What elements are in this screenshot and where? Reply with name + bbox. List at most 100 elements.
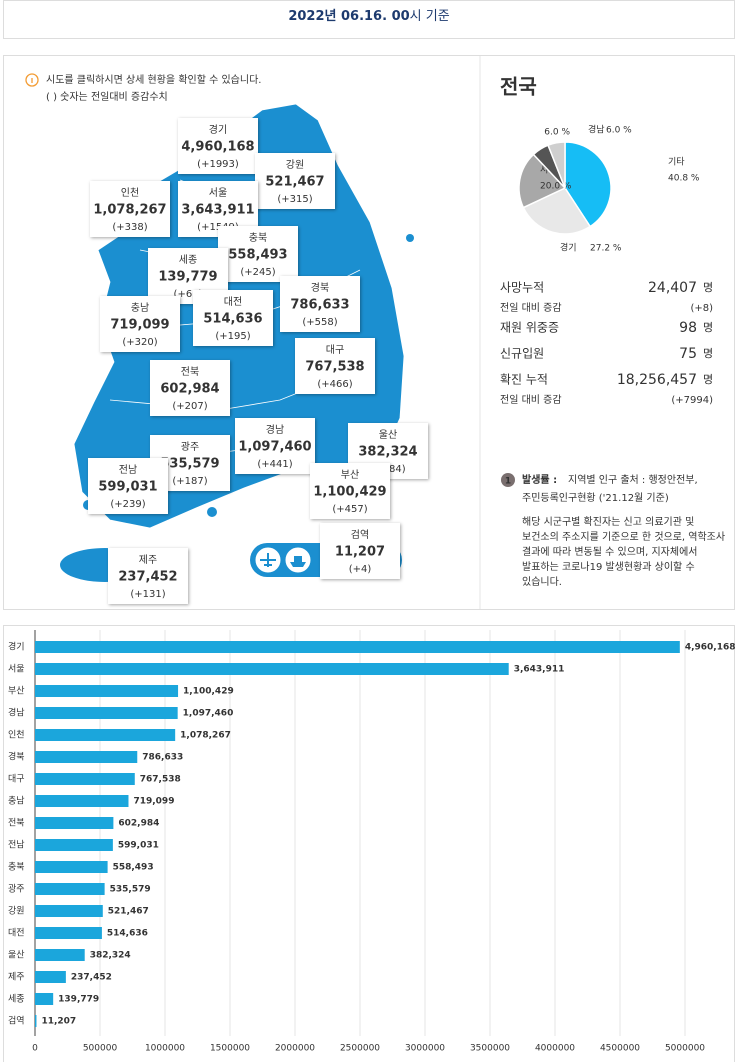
region-total: 599,031 — [98, 480, 157, 495]
bar-panel — [3, 625, 735, 1062]
stat-unit: 명 — [703, 347, 713, 360]
pie-value-label: 6.0 % — [544, 128, 570, 138]
bar-value-label: 767,538 — [140, 775, 181, 785]
stat-label: 신규입원 — [500, 347, 544, 361]
region-box — [108, 548, 188, 604]
region-name: 대구 — [326, 344, 344, 356]
stat-unit: 명 — [703, 373, 713, 386]
region-delta: (+131) — [130, 589, 165, 600]
region-name: 전북 — [181, 366, 199, 378]
region-delta: (+1993) — [197, 159, 239, 170]
region-box — [178, 118, 258, 174]
pie-value-label: 20.0 % — [540, 182, 572, 192]
bar — [35, 817, 114, 829]
stat-label: 사망누적 — [500, 281, 544, 295]
port-icon — [290, 556, 306, 567]
region-delta: (+315) — [277, 194, 312, 205]
region-total: 3,643,911 — [181, 203, 254, 218]
bar-value-label: 599,031 — [118, 841, 159, 851]
region-box — [310, 463, 390, 519]
y-tick-label: 광주 — [8, 883, 25, 895]
pie-slice — [547, 141, 566, 189]
delta-value: (+8) — [690, 303, 713, 314]
bar — [35, 795, 129, 807]
region-delta: (+207) — [172, 401, 207, 412]
region-name: 충남 — [131, 302, 149, 314]
region-name: 세종 — [179, 254, 197, 266]
x-tick-label: 4000000 — [535, 1044, 575, 1054]
note-badge — [501, 473, 515, 487]
region-name: 전남 — [119, 464, 137, 476]
region-name: 부산 — [341, 469, 359, 481]
x-tick-label: 2500000 — [340, 1044, 380, 1054]
bar — [35, 905, 103, 917]
bar — [35, 1015, 37, 1027]
region-name: 제주 — [139, 554, 157, 566]
region-total: 1,097,460 — [238, 440, 311, 455]
region-name: 경기 — [209, 123, 227, 136]
x-tick-label: 4500000 — [600, 1044, 640, 1054]
note-paragraph: 결과에 따라 변동될 수 있으며, 지자체에서 — [522, 546, 697, 558]
y-tick-label: 전남 — [8, 840, 25, 851]
delta-value: (+7994) — [671, 395, 713, 406]
x-tick-label: 0 — [32, 1044, 38, 1054]
note-paragraph: 해당 시군구별 확진자는 신고 의료기관 및 — [522, 515, 694, 528]
bar-value-label: 521,467 — [108, 907, 149, 917]
y-tick-label: 충북 — [8, 862, 25, 873]
region-name: 충북 — [249, 232, 267, 244]
bar — [35, 773, 135, 785]
region-total: 237,452 — [118, 570, 177, 585]
x-tick-label: 3500000 — [470, 1044, 510, 1054]
bar-value-label: 602,984 — [118, 819, 159, 829]
header-box — [3, 0, 735, 39]
x-tick-label: 1000000 — [145, 1044, 185, 1054]
y-tick-label: 대구 — [8, 774, 25, 785]
pie-slice — [522, 187, 592, 235]
region-name: 경북 — [311, 281, 329, 294]
region-total: 602,984 — [160, 382, 219, 397]
note-badge-number: 1 — [505, 477, 511, 487]
info-icon — [25, 73, 39, 87]
note-paragraph: 있습니다. — [522, 576, 562, 588]
region-box — [295, 338, 375, 394]
bar-value-label: 558,493 — [113, 863, 154, 873]
region-total: 11,207 — [335, 545, 385, 560]
region-name: 경남 — [266, 423, 284, 436]
region-delta: (+457) — [332, 504, 367, 515]
y-tick-label: 세종 — [8, 994, 25, 1005]
y-tick-label: 부산 — [8, 686, 25, 697]
stat-unit: 명 — [703, 281, 713, 294]
bar — [35, 707, 178, 719]
stat-value: 18,256,457 — [617, 372, 697, 388]
stat-value: 75 — [679, 346, 697, 362]
region-total: 535,579 — [160, 457, 219, 472]
header-rest: 시 기준 — [410, 9, 450, 24]
region-name: 검역 — [351, 529, 369, 541]
map-note: ( ) 숫자는 전일대비 증감수치 — [46, 91, 168, 103]
region-total: 558,493 — [228, 248, 287, 263]
bar — [35, 861, 108, 873]
region-total: 1,100,429 — [313, 485, 386, 500]
bar-value-label: 1,078,267 — [180, 731, 231, 741]
region-delta: (+466) — [317, 379, 352, 390]
header: 2022년 06.16. 00시 기준 — [288, 9, 449, 24]
bar-value-label: 139,779 — [58, 995, 99, 1005]
x-tick-label: 2000000 — [275, 1044, 315, 1054]
region-delta: (+558) — [302, 317, 337, 328]
region-total: 767,538 — [305, 360, 364, 375]
region-box — [150, 360, 230, 416]
bar — [35, 663, 509, 675]
region-total: 382,324 — [358, 445, 417, 460]
region-delta: (+65) — [174, 289, 203, 300]
region-name: 광주 — [181, 441, 199, 453]
x-tick-label: 500000 — [83, 1044, 118, 1054]
y-tick-label: 제주 — [8, 972, 25, 983]
stat-label: 재원 위중증 — [500, 321, 559, 335]
region-delta: (+245) — [240, 267, 275, 278]
stat-label: 확진 누적 — [500, 373, 548, 387]
x-tick-label: 1500000 — [210, 1044, 250, 1054]
region-total: 514,636 — [203, 312, 262, 327]
bar-value-label: 514,636 — [107, 929, 148, 939]
y-tick-label: 인천 — [8, 730, 25, 741]
region-total: 1,078,267 — [93, 203, 166, 218]
